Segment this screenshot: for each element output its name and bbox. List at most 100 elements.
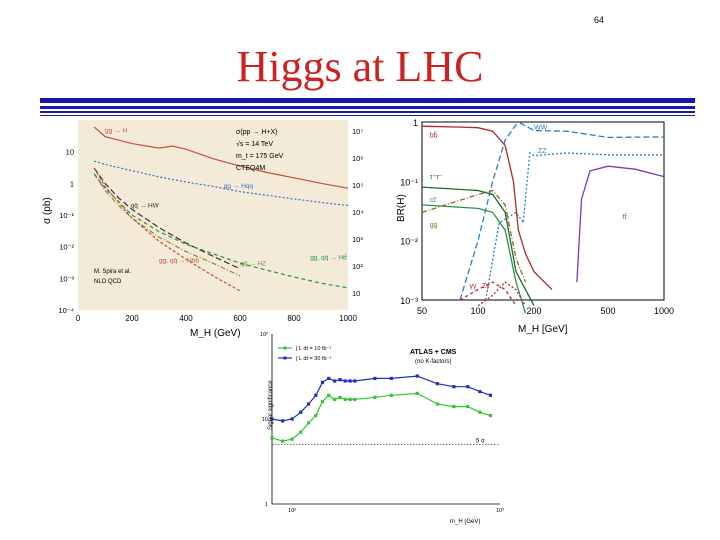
significance-chart: 5 σ ∫ L dt = 10 fb⁻¹ ∫ L dt = 30 fb⁻¹ 10² 1… [260,332,504,525]
data-point [290,437,294,441]
data-point [327,393,331,397]
series-label: gg [430,222,438,229]
y2-tick-label: 10⁵ [352,181,363,190]
series-line [421,186,535,307]
data-point [478,390,482,394]
title-rule [40,115,695,116]
y-tick-label: 10² [260,332,268,338]
y-tick-label: 10⁻¹ [59,211,74,220]
data-point [320,400,325,404]
data-point [270,417,274,421]
series-line [93,167,241,292]
data-point [332,379,337,383]
data-point [290,417,294,421]
data-point [373,376,377,381]
annotation: σ(pp → H+X) [236,129,277,136]
data-point [466,385,470,389]
x-axis-label: m_H (GeV) [450,519,480,525]
series-line [421,204,527,314]
data-point [389,393,393,397]
data-point [452,385,456,389]
slide-title: Higgs at LHC [236,42,484,91]
y2-tick-label: 10³ [352,235,363,244]
x-tick-label: 1000 [654,306,674,316]
series-line [93,167,241,270]
y-tick-label: 1 [413,118,418,128]
legend-marker [283,346,287,350]
data-point [452,404,456,409]
data-point [332,397,337,402]
title-rule [40,98,695,103]
y2-tick-label: 10⁴ [352,208,364,217]
chart-title: ATLAS + CMS [410,349,457,356]
series-line [459,281,517,307]
y2-tick-label: 10 [352,289,360,298]
y2-tick-label: 10⁶ [352,154,363,163]
data-point [307,421,311,425]
y-axis-label: σ (pb) [42,197,53,224]
data-point [343,379,347,383]
data-point [488,393,493,397]
y-tick-label: 10⁻³ [400,296,418,306]
y-tick-label: 1 [70,179,74,188]
series-line [576,165,665,283]
legend-label: ∫ L dt = 30 fb⁻¹ [295,356,331,362]
data-point [307,402,311,406]
series-label: cc̄ [430,197,438,204]
x-tick-label: 50 [417,306,427,316]
x-axis-label: M_H (GeV) [190,328,241,338]
series-label: qq → Hqq [224,183,254,190]
data-point [343,397,347,402]
data-point [327,376,331,381]
x-tick-label: 200 [125,314,139,323]
series-label: ZZ [538,148,547,155]
series-line [93,126,349,189]
page-number: 64 [594,15,605,25]
data-point [299,410,303,414]
y-tick-label: 1 [265,502,268,508]
series-label: qq̄ → HW [131,203,160,210]
annotation: m_t = 175 GeV [236,153,284,160]
x-tick-label: 10³ [496,508,504,514]
data-point [320,380,325,384]
x-tick-label: 1000 [339,314,357,323]
x-tick-label: 600 [233,314,247,323]
x-tick-label: 500 [600,306,615,316]
x-tick-label: 10² [288,508,296,514]
y-tick-label: 10⁻³ [59,274,74,283]
y-tick-label: 10⁻² [59,243,74,252]
data-point [338,395,342,399]
data-point [270,436,274,440]
data-point [415,374,419,378]
series-line [421,189,527,283]
chart-subtitle: (no K-factors) [415,359,451,365]
series-label: Zγ [482,283,490,290]
data-point [348,397,352,402]
series-line [421,125,553,291]
data-point [353,397,357,402]
x-tick-label: 0 [76,314,81,323]
y2-tick-label: 10⁷ [352,127,363,136]
series-label: tt̄ [623,213,627,221]
series-label: τ⁺τ⁻ [430,174,443,181]
legend-marker [283,356,287,360]
series-line [93,173,349,289]
y-tick-label: 10⁻² [400,237,418,247]
data-point [488,413,493,418]
data-point [299,430,303,434]
cross-section-chart: gg → H qq → Hqq qq̄ → HW qq̄ → HZ gg, qq̄ → … [42,120,364,338]
series-label: gg, qq̄ → Htt̄ [310,253,347,261]
title-rule [40,106,695,109]
y-tick-label: 10⁻¹ [400,177,418,187]
title-rule [40,111,695,113]
threshold-label: 5 σ [476,439,485,445]
x-axis-label: M_H [GeV] [518,324,568,335]
data-point [338,378,342,382]
data-point [435,402,440,406]
series-line [94,160,349,207]
plot-background [78,120,348,310]
annotation: √s = 14 TeV [236,140,273,148]
data-point [389,376,393,381]
y2-tick-label: 10² [352,262,363,271]
